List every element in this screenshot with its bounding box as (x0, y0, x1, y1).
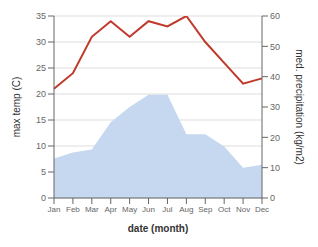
svg-text:30: 30 (36, 37, 46, 47)
svg-text:0: 0 (41, 193, 46, 203)
svg-text:Dec: Dec (255, 205, 269, 214)
svg-text:Apr: Apr (105, 205, 118, 214)
svg-text:20: 20 (270, 133, 280, 143)
svg-text:Oct: Oct (218, 205, 231, 214)
svg-text:5: 5 (41, 167, 46, 177)
svg-text:Sep: Sep (198, 205, 213, 214)
svg-text:20: 20 (36, 89, 46, 99)
svg-text:10: 10 (270, 163, 280, 173)
svg-text:max temp (C): max temp (C) (11, 77, 22, 138)
svg-text:50: 50 (270, 42, 280, 52)
svg-text:30: 30 (270, 102, 280, 112)
svg-text:med. precipitation (kg/m2): med. precipitation (kg/m2) (294, 49, 305, 165)
svg-text:May: May (122, 205, 137, 214)
svg-text:35: 35 (36, 11, 46, 21)
svg-text:60: 60 (270, 11, 280, 21)
svg-text:date (month): date (month) (128, 223, 189, 234)
svg-text:Feb: Feb (66, 205, 80, 214)
svg-text:Jun: Jun (142, 205, 155, 214)
svg-text:Jul: Jul (162, 205, 172, 214)
svg-text:Mar: Mar (85, 205, 99, 214)
svg-text:15: 15 (36, 115, 46, 125)
svg-text:10: 10 (36, 141, 46, 151)
svg-text:Nov: Nov (236, 205, 250, 214)
svg-text:Jan: Jan (48, 205, 61, 214)
svg-text:0: 0 (270, 193, 275, 203)
svg-text:40: 40 (270, 72, 280, 82)
svg-text:Aug: Aug (179, 205, 193, 214)
svg-text:25: 25 (36, 63, 46, 73)
